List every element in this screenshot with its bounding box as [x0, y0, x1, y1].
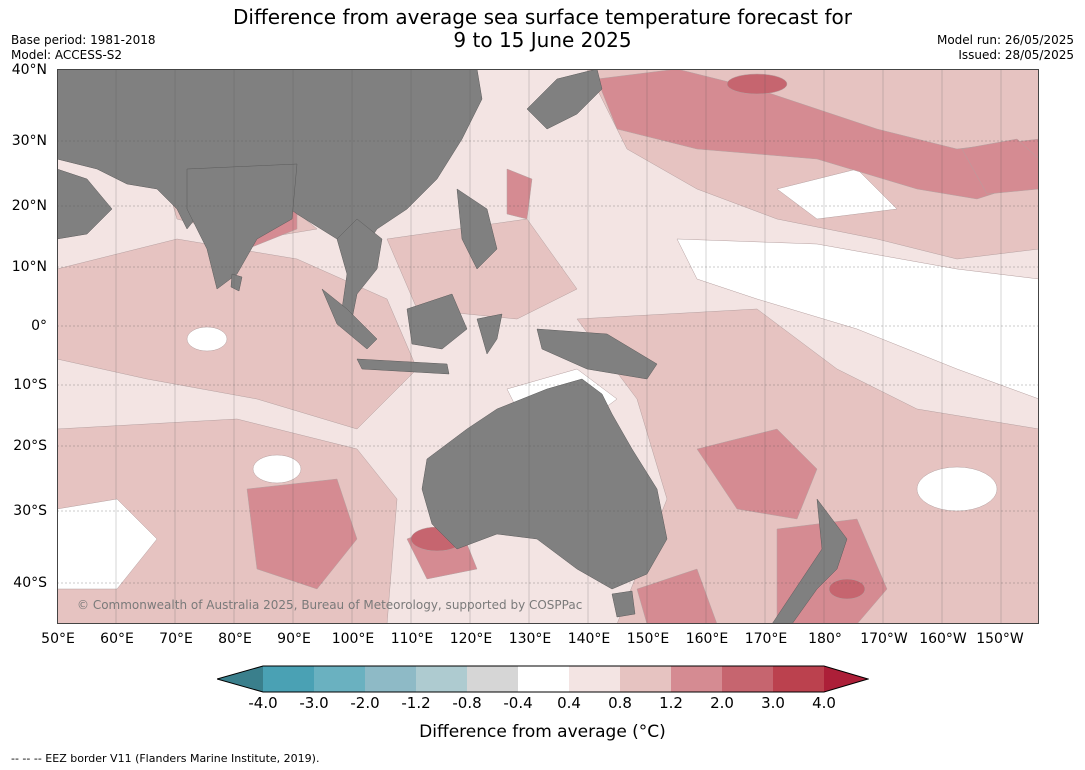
colorbar-under-arrow [217, 666, 263, 692]
lon-label-110e: 110°E [390, 631, 434, 647]
colorbar-bin [416, 666, 467, 692]
land-india [186, 163, 298, 290]
meridians [115, 69, 1002, 624]
lon-label-170w: 170°W [860, 631, 908, 647]
base-period: Base period: 1981-2018 [11, 33, 156, 47]
land-japan [526, 69, 603, 130]
lon-label-80e: 80°E [218, 631, 252, 647]
map-title-line1: Difference from average sea surface temp… [232, 5, 852, 29]
colorbar-tick: -0.4 [503, 694, 533, 712]
lon-label-100e: 100°E [331, 631, 375, 647]
colorbar-tick: 0.8 [608, 694, 632, 712]
colorbar-bin [365, 666, 416, 692]
lon-label-160e: 160°E [685, 631, 729, 647]
colorbar-tick: -3.0 [299, 694, 329, 712]
copyright-notice: © Commonwealth of Australia 2025, Bureau… [77, 598, 583, 612]
land-indochina [336, 218, 383, 320]
colorbar-tick: -4.0 [248, 694, 278, 712]
lat-label-40s: 40°S [13, 575, 47, 591]
colorbar-tick: -2.0 [350, 694, 380, 712]
colorbar-over-arrow [824, 666, 868, 692]
colorbar-outline [217, 665, 869, 693]
colorbar-bin [518, 666, 569, 692]
map-title-line2: 9 to 15 June 2025 [453, 28, 632, 52]
lon-label-160w: 160°W [919, 631, 967, 647]
issued-date: Issued: 28/05/2025 [958, 48, 1074, 62]
lon-label-150w: 150°W [976, 631, 1024, 647]
lon-label-90e: 90°E [277, 631, 311, 647]
land-masses [57, 69, 848, 624]
land-australia [421, 378, 668, 590]
colorbar-tick: 4.0 [812, 694, 836, 712]
lon-label-140e: 140°E [567, 631, 611, 647]
lon-label-170e: 170°E [744, 631, 788, 647]
colorbar-bin [569, 666, 620, 692]
land-new-guinea [536, 328, 658, 380]
colorbar-bin [722, 666, 773, 692]
colorbar-label: Difference from average (°C) [419, 722, 666, 742]
lon-label-120e: 120°E [449, 631, 493, 647]
colorbar-bin [467, 666, 518, 692]
lon-label-70e: 70°E [159, 631, 193, 647]
colorbar-tick: 0.4 [557, 694, 581, 712]
lon-label-180: 180° [808, 631, 842, 647]
lat-label-40n: 40°N [11, 62, 47, 78]
model-run: Model run: 26/05/2025 [936, 33, 1074, 47]
colorbar-bin [671, 666, 722, 692]
meta-left: Base period: 1981-2018 Model: ACCESS-S2 [11, 33, 156, 63]
eez-footnote: -- -- -- EEZ border V11 (Flanders Marine… [11, 752, 320, 765]
lon-label-50e: 50°E [41, 631, 75, 647]
lat-label-20n: 20°N [11, 198, 47, 214]
colorbar [217, 665, 869, 693]
colorbar-tick: 3.0 [761, 694, 785, 712]
colorbar-bin [773, 666, 824, 692]
colorbar-bin [620, 666, 671, 692]
colorbar-tick: 2.0 [710, 694, 734, 712]
anomaly-neutral-areas [57, 168, 1039, 590]
land-sulawesi [476, 313, 503, 355]
lon-label-130e: 130°E [508, 631, 552, 647]
sst-anomaly-map [57, 69, 1039, 624]
map-frame [57, 69, 1039, 624]
colorbar-tick: -0.8 [452, 694, 482, 712]
lat-label-30n: 30°N [11, 133, 47, 149]
land-philippines [456, 188, 498, 270]
land-borneo [406, 293, 468, 350]
lon-label-150e: 150°E [626, 631, 670, 647]
land-new-zealand [771, 498, 848, 624]
lon-label-60e: 60°E [100, 631, 134, 647]
model-name: Model: ACCESS-S2 [11, 48, 123, 62]
colorbar-bin [314, 666, 365, 692]
land-sumatra [321, 288, 378, 350]
lat-label-20s: 20°S [13, 438, 47, 454]
map-svg [57, 69, 1039, 624]
land-arabia [57, 168, 113, 240]
colorbar-tick: -1.2 [401, 694, 431, 712]
lat-label-10n: 10°N [11, 259, 47, 275]
meta-right: Model run: 26/05/2025 Issued: 28/05/2025 [937, 33, 1074, 63]
colorbar-tick: 1.2 [659, 694, 683, 712]
land-java [356, 358, 450, 375]
lat-label-10s: 10°S [13, 377, 47, 393]
land-tasmania [611, 590, 636, 618]
land-sri-lanka [230, 273, 243, 292]
lat-label-eq: 0° [31, 318, 47, 334]
colorbar-bin [263, 666, 314, 692]
lat-label-30s: 30°S [13, 503, 47, 519]
